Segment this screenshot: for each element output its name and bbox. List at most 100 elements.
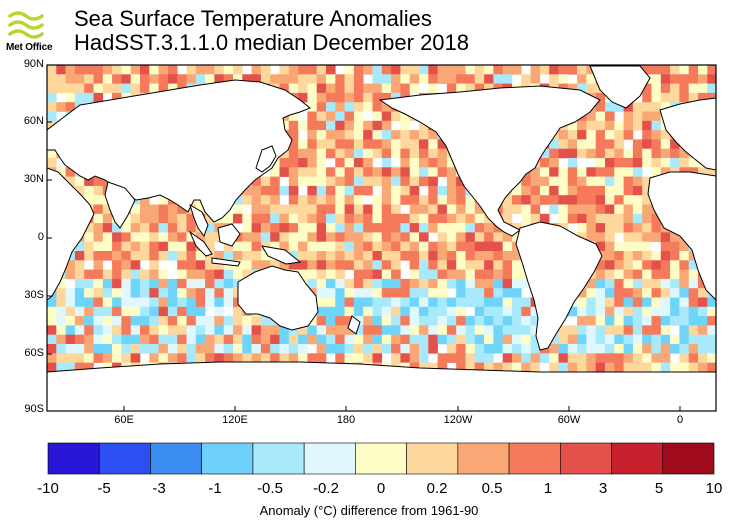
anomaly-cell xyxy=(595,158,606,168)
anomaly-cell xyxy=(195,344,206,354)
anomaly-cell xyxy=(567,195,578,205)
anomaly-cell xyxy=(140,269,150,280)
anomaly-cell xyxy=(65,362,76,373)
anomaly-cell xyxy=(642,325,652,335)
anomaly-cell xyxy=(372,269,383,280)
anomaly-cell xyxy=(549,344,559,354)
anomaly-cell xyxy=(409,185,420,196)
anomaly-cell xyxy=(381,288,392,298)
lat-label-90s: 90S xyxy=(24,403,44,415)
lat-label-30n: 30N xyxy=(23,173,44,185)
anomaly-cell xyxy=(586,130,596,140)
anomaly-cell xyxy=(298,325,308,335)
anomaly-cell xyxy=(298,334,308,345)
anomaly-cell xyxy=(465,241,476,252)
anomaly-cell xyxy=(195,269,206,280)
anomaly-cell xyxy=(660,74,671,84)
anomaly-cell xyxy=(651,362,662,373)
anomaly-cell xyxy=(632,139,643,149)
anomaly-cell xyxy=(409,158,420,168)
anomaly-cell xyxy=(521,306,531,317)
anomaly-cell xyxy=(56,288,66,298)
anomaly-cell xyxy=(567,176,578,187)
anomaly-cell xyxy=(512,316,522,326)
europe-landmass xyxy=(659,97,716,171)
anomaly-cell xyxy=(698,288,708,298)
anomaly-cell xyxy=(335,92,345,103)
anomaly-cell xyxy=(149,278,159,289)
anomaly-cell xyxy=(381,204,392,215)
anomaly-cell xyxy=(149,353,159,363)
anomaly-cell xyxy=(632,111,643,122)
anomaly-cell xyxy=(660,297,671,308)
anomaly-cell xyxy=(214,297,224,308)
anomaly-cell xyxy=(233,241,243,252)
anomaly-cell xyxy=(446,269,457,280)
anomaly-cell xyxy=(577,362,587,373)
anomaly-cell xyxy=(288,148,299,159)
anomaly-cell xyxy=(372,232,383,242)
anomaly-cell xyxy=(465,83,476,94)
anomaly-cell xyxy=(74,353,85,363)
anomaly-cell xyxy=(214,269,224,280)
anomaly-cell xyxy=(419,130,429,140)
anomaly-cell xyxy=(400,139,410,149)
anomaly-cell xyxy=(344,65,355,75)
anomaly-cell xyxy=(381,269,392,280)
anomaly-cell xyxy=(484,334,494,345)
anomaly-cell xyxy=(47,158,57,168)
anomaly-cell xyxy=(260,344,271,354)
anomaly-cell xyxy=(298,158,308,168)
anomaly-cell xyxy=(419,167,429,177)
anomaly-cell xyxy=(623,260,634,270)
anomaly-cell xyxy=(344,111,355,122)
anomaly-cell xyxy=(381,297,392,308)
anomaly-cell xyxy=(214,344,224,354)
anomaly-cell xyxy=(605,102,615,112)
anomaly-cell xyxy=(56,353,66,363)
anomaly-cell xyxy=(363,316,373,326)
anomaly-cell xyxy=(102,316,113,326)
anomaly-cell xyxy=(670,316,680,326)
africa-landmass xyxy=(47,167,95,301)
anomaly-cell xyxy=(316,334,327,345)
anomaly-cell xyxy=(130,344,141,354)
anomaly-cell xyxy=(502,278,513,289)
anomaly-cell xyxy=(605,269,615,280)
anomaly-cell xyxy=(614,297,624,308)
anomaly-cell xyxy=(353,74,364,84)
anomaly-cell xyxy=(567,139,578,149)
anomaly-cell xyxy=(623,232,634,242)
anomaly-cell xyxy=(465,325,476,335)
anomaly-cell xyxy=(326,195,336,205)
anomaly-cell xyxy=(214,306,224,317)
anomaly-cell xyxy=(567,325,578,335)
anomaly-cell xyxy=(539,176,550,187)
lat-label-90n: 90N xyxy=(23,58,44,70)
anomaly-cell xyxy=(316,167,327,177)
lon-label-60w: 60W xyxy=(557,414,581,426)
anomaly-cell xyxy=(288,334,299,345)
anomaly-cell xyxy=(465,362,476,373)
anomaly-cell xyxy=(65,344,76,354)
anomaly-cell xyxy=(595,353,606,363)
colorbar-segment xyxy=(201,442,254,475)
anomaly-cell xyxy=(56,297,66,308)
anomaly-cell xyxy=(512,297,522,308)
anomaly-cell xyxy=(335,297,345,308)
anomaly-cell xyxy=(316,241,327,252)
anomaly-cell xyxy=(140,278,150,289)
anomaly-cell xyxy=(679,251,689,261)
anomaly-cell xyxy=(651,92,662,103)
anomaly-cell xyxy=(586,232,596,242)
anomaly-cell xyxy=(446,260,457,270)
anomaly-cell xyxy=(84,251,94,261)
anomaly-cell xyxy=(353,251,364,261)
anomaly-cell xyxy=(446,297,457,308)
anomaly-cell xyxy=(177,306,187,317)
anomaly-cell xyxy=(428,167,438,177)
anomaly-cell xyxy=(381,213,392,224)
anomaly-cell xyxy=(270,213,280,224)
anomaly-cell xyxy=(372,251,383,261)
anomaly-cell xyxy=(65,260,76,270)
